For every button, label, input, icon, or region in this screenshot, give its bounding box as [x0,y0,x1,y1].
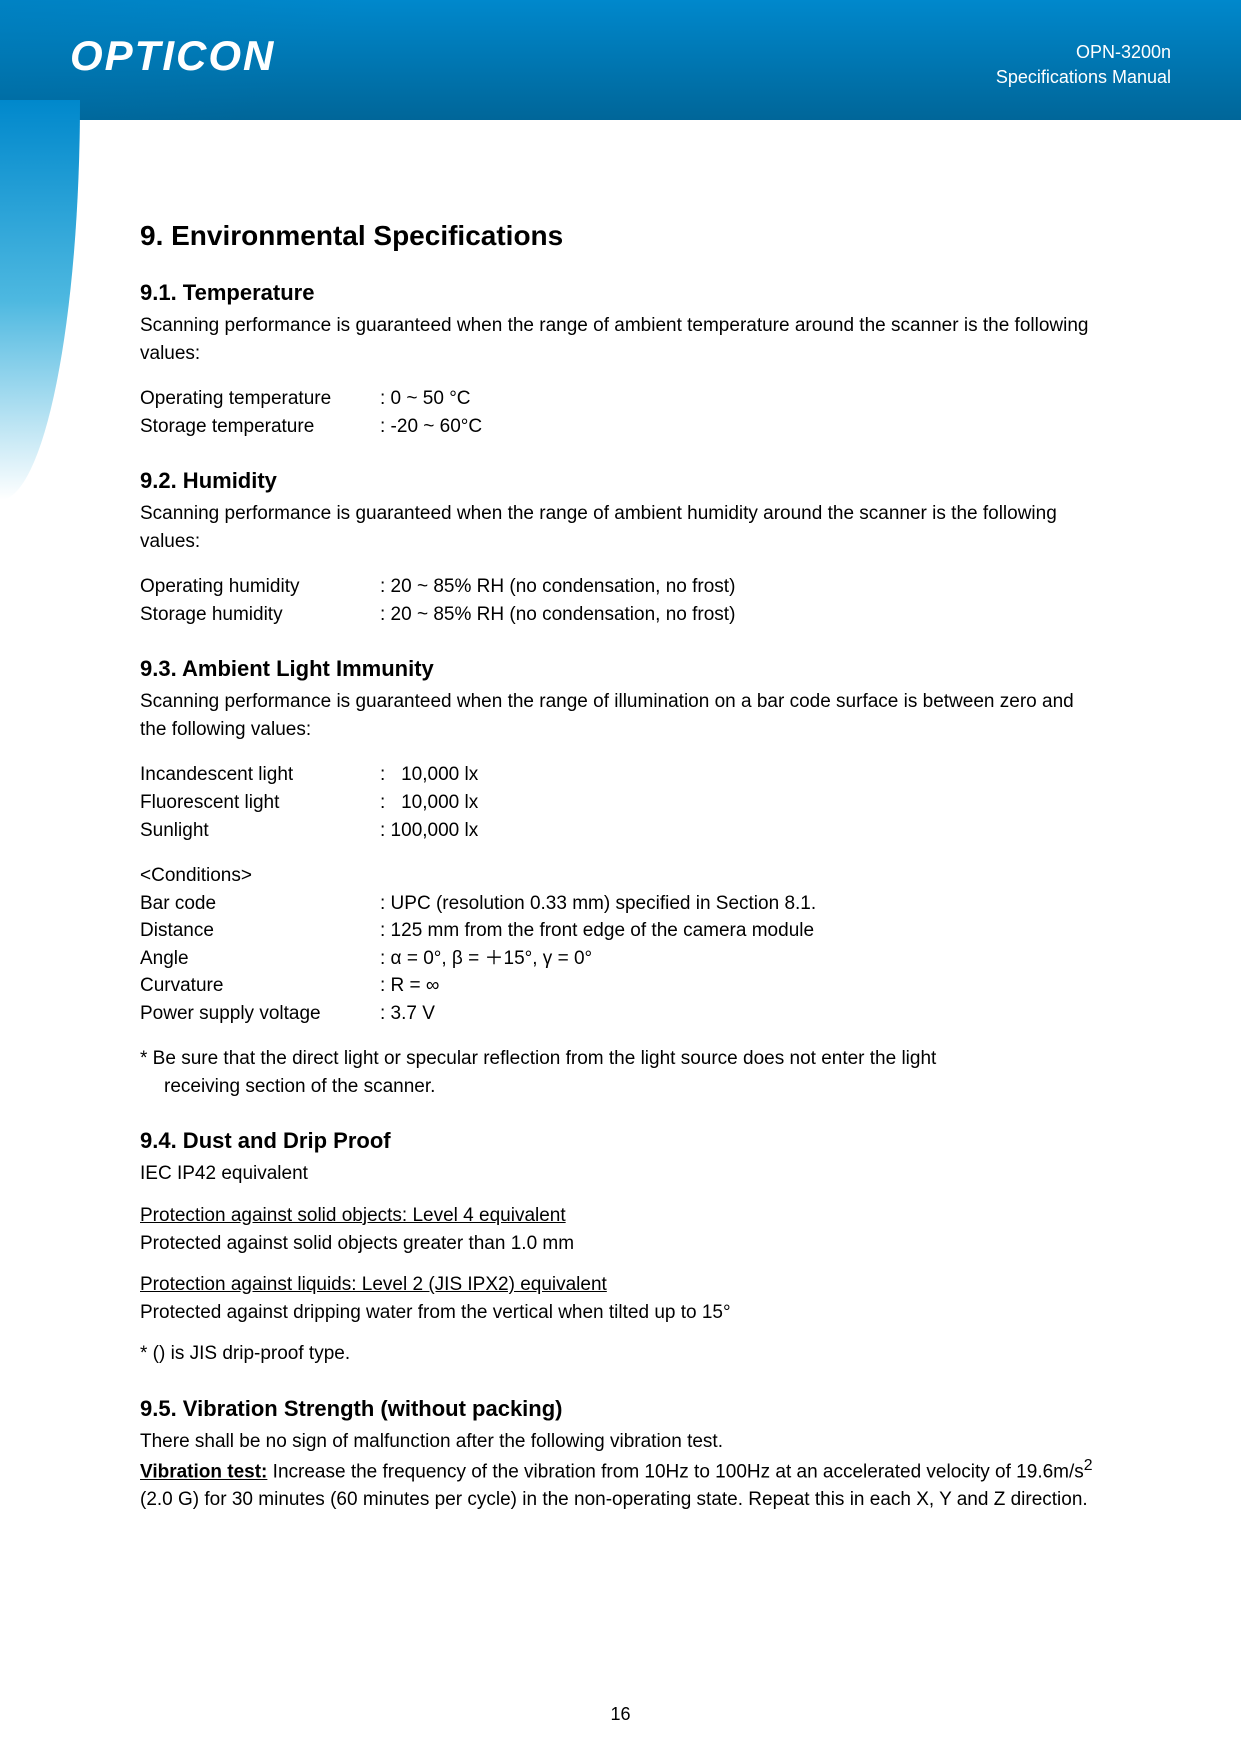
spec-row: Angle : α = 0°, β = ＋15°, γ = 0° [140,945,1101,973]
spec-row: Fluorescent light : 10,000 lx [140,789,1101,817]
spec-value: : 3.7 V [380,1000,1101,1028]
spec-value: : α = 0°, β = ＋15°, γ = 0° [380,945,1101,973]
spec-value: : 125 mm from the front edge of the came… [380,917,1101,945]
page-number: 16 [0,1704,1241,1725]
spec-label: Sunlight [140,817,380,845]
section-title: 9. Environmental Specifications [140,220,1101,252]
note-line2: receiving section of the scanner. [140,1073,1101,1101]
spec-value: : 20 ~ 85% RH (no condensation, no frost… [380,601,1101,629]
vibration-body2: (2.0 G) for 30 minutes (60 minutes per c… [140,1489,1088,1510]
heading-humidity: 9.2. Humidity [140,468,1101,494]
spec-row: Incandescent light : 10,000 lx [140,761,1101,789]
note-line1: * Be sure that the direct light or specu… [140,1048,936,1069]
spec-value: : -20 ~ 60°C [380,413,1101,441]
spec-value: : 20 ~ 85% RH (no condensation, no frost… [380,573,1101,601]
spec-label: Operating humidity [140,573,380,601]
spec-label: Power supply voltage [140,1000,380,1028]
light-intro: Scanning performance is guaranteed when … [140,688,1101,743]
conditions-label: <Conditions> [140,862,1101,890]
spec-label: Bar code [140,890,380,918]
spec-label: Storage humidity [140,601,380,629]
spec-row: Bar code : UPC (resolution 0.33 mm) spec… [140,890,1101,918]
spec-value: : 10,000 lx [380,761,1101,789]
spec-label: Distance [140,917,380,945]
page-header: OPTICON OPN-3200n Specifications Manual [0,0,1241,120]
header-right: OPN-3200n Specifications Manual [996,40,1171,90]
spec-row: Sunlight : 100,000 lx [140,817,1101,845]
vibration-line1: There shall be no sign of malfunction af… [140,1428,1101,1456]
spec-value: : R = ∞ [380,972,1101,1000]
heading-light: 9.3. Ambient Light Immunity [140,656,1101,682]
dust-solid-heading: Protection against solid objects: Level … [140,1205,566,1226]
dust-line1: IEC IP42 equivalent [140,1160,1101,1188]
spec-row: Distance : 125 mm from the front edge of… [140,917,1101,945]
vibration-body1: Increase the frequency of the vibration … [267,1462,1083,1483]
spec-label: Operating temperature [140,385,380,413]
light-note: * Be sure that the direct light or specu… [140,1045,1101,1100]
doc-subtitle: Specifications Manual [996,65,1171,90]
product-name: OPN-3200n [996,40,1171,65]
vibration-test-label: Vibration test: [140,1462,267,1483]
heading-vibration: 9.5. Vibration Strength (without packing… [140,1396,1101,1422]
spec-row: Curvature : R = ∞ [140,972,1101,1000]
logo: OPTICON [70,32,275,80]
temperature-intro: Scanning performance is guaranteed when … [140,312,1101,367]
dust-liquid-heading: Protection against liquids: Level 2 (JIS… [140,1274,607,1295]
dust-liquid-body: Protected against dripping water from th… [140,1299,1101,1327]
spec-value: : 100,000 lx [380,817,1101,845]
spec-row: Power supply voltage : 3.7 V [140,1000,1101,1028]
spec-value: : 0 ~ 50 °C [380,385,1101,413]
spec-label: Fluorescent light [140,789,380,817]
spec-label: Incandescent light [140,761,380,789]
spec-row: Operating temperature : 0 ~ 50 °C [140,385,1101,413]
dust-note: * () is JIS drip-proof type. [140,1340,1101,1368]
spec-label: Angle [140,945,380,973]
spec-value: : 10,000 lx [380,789,1101,817]
vibration-test: Vibration test: Increase the frequency o… [140,1455,1101,1513]
spec-label: Storage temperature [140,413,380,441]
spec-value: : UPC (resolution 0.33 mm) specified in … [380,890,1101,918]
page-content: 9. Environmental Specifications 9.1. Tem… [0,120,1241,1554]
spec-label: Curvature [140,972,380,1000]
spec-row: Operating humidity : 20 ~ 85% RH (no con… [140,573,1101,601]
dust-solid-body: Protected against solid objects greater … [140,1230,1101,1258]
vibration-sup: 2 [1084,1457,1093,1474]
humidity-intro: Scanning performance is guaranteed when … [140,500,1101,555]
heading-dust: 9.4. Dust and Drip Proof [140,1128,1101,1154]
spec-row: Storage humidity : 20 ~ 85% RH (no conde… [140,601,1101,629]
spec-row: Storage temperature : -20 ~ 60°C [140,413,1101,441]
heading-temperature: 9.1. Temperature [140,280,1101,306]
